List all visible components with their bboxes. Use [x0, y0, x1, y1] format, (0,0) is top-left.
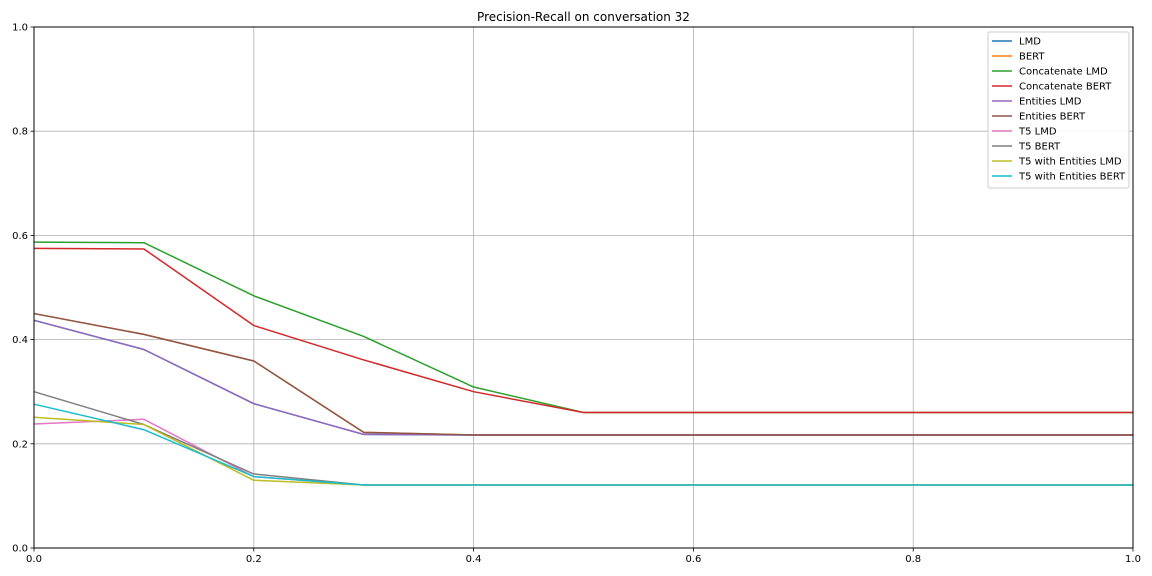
series-line-lmd [33, 319, 1133, 436]
series-lines [33, 241, 1133, 486]
series-line-t5-with-entities-bert [33, 403, 1133, 486]
y-tick-label: 0.6 [12, 231, 28, 242]
legend-label-t5-bert: T5 BERT [1018, 142, 1061, 153]
y-tick-label: 0.8 [12, 127, 28, 138]
x-tick-label: 1.0 [1125, 554, 1141, 565]
legend-label-bert: BERT [1019, 52, 1045, 63]
y-tick-label: 0.4 [12, 335, 28, 346]
x-tick-label: 0.4 [466, 554, 482, 565]
legend: LMD BERT Concatenate LMD Concatenate BERT En… [987, 31, 1130, 189]
legend-label-entities-lmd: Entities LMD [1019, 97, 1082, 108]
series-line-concatenate-lmd [33, 241, 1133, 414]
legend-label-concatenate-bert: Concatenate BERT [1019, 82, 1112, 93]
legend-label-entities-bert: Entities BERT [1019, 112, 1086, 123]
series-line-entities-bert [33, 312, 1133, 436]
legend-box [987, 31, 1130, 189]
series-line-concatenate-bert [33, 247, 1133, 414]
legend-label-lmd: LMD [1019, 37, 1041, 48]
x-tick-label: 0.8 [905, 554, 921, 565]
x-axis: 0.0 0.2 0.4 0.6 0.8 1.0 [26, 548, 1141, 565]
legend-label-t5-with-entities-bert: T5 with Entities BERT [1018, 172, 1126, 183]
y-axis: 0.0 0.2 0.4 0.6 0.8 1.0 [12, 23, 34, 555]
x-tick-label: 0.0 [26, 554, 42, 565]
series-line-bert [33, 312, 1133, 436]
plot-frame [33, 26, 1134, 549]
legend-label-t5-lmd: T5 LMD [1018, 127, 1057, 138]
x-tick-label: 0.6 [685, 554, 701, 565]
legend-label-concatenate-lmd: Concatenate LMD [1019, 67, 1108, 78]
y-tick-label: 0.0 [12, 544, 28, 555]
x-tick-label: 0.2 [246, 554, 262, 565]
chart-title: Precision-Recall on conversation 32 [477, 10, 690, 24]
y-tick-label: 1.0 [12, 23, 28, 34]
series-line-entities-lmd [33, 319, 1133, 436]
series-line-t5-with-entities-lmd [33, 416, 1133, 486]
y-tick-label: 0.2 [12, 439, 28, 450]
legend-label-t5-with-entities-lmd: T5 with Entities LMD [1018, 157, 1122, 168]
series-line-t5-bert [33, 390, 1133, 486]
